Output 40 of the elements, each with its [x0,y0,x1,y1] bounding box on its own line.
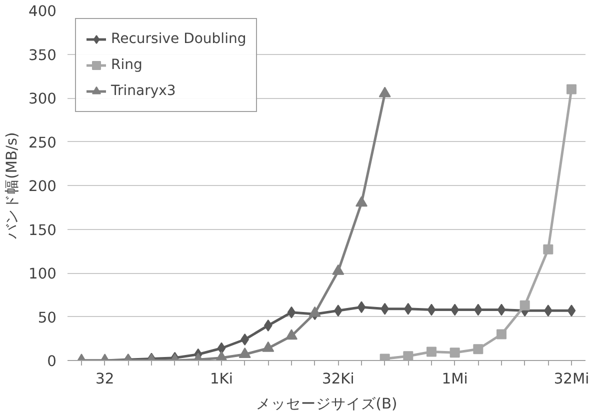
point [403,351,414,360]
point [497,304,506,316]
point [238,348,251,358]
point [217,342,226,354]
point [496,329,506,340]
point [286,329,298,340]
y-tick-label: 0 [47,353,57,370]
y-axis-title: バンド幅(MB/s) [4,132,21,240]
point [473,344,484,354]
x-tick-label: 32Ki [322,370,354,388]
point [240,334,249,346]
x-tick-label: 32Mi [554,370,590,388]
x-tick-label: 32 [96,370,114,388]
y-tick-label: 350 [28,46,57,64]
x-tick-label: 1Mi [442,370,468,388]
legend-label: Recursive Doubling [111,31,246,47]
point [520,300,530,310]
y-tick-label: 400 [28,3,57,20]
point [426,346,436,357]
point [356,196,368,207]
legend-label: Ring [111,57,142,73]
x-tick-label: 1Ki [210,370,234,388]
point [332,264,344,275]
y-tick-label: 50 [38,309,57,326]
point [427,304,436,316]
point [378,86,391,98]
legend-label: Trinaryx3 [111,83,176,99]
x-axis-title: メッセージサイズ(B) [256,396,398,412]
y-tick-label: 150 [28,222,57,239]
y-tick-label: 250 [28,134,57,152]
point [566,84,576,94]
y-tick-label: 200 [28,178,57,195]
y-tick-label: 100 [28,266,57,282]
y-tick-label: 300 [28,90,57,108]
point [357,301,366,314]
point [567,304,576,317]
point [264,320,272,332]
point [287,306,296,318]
point [450,348,460,358]
point [543,244,554,254]
